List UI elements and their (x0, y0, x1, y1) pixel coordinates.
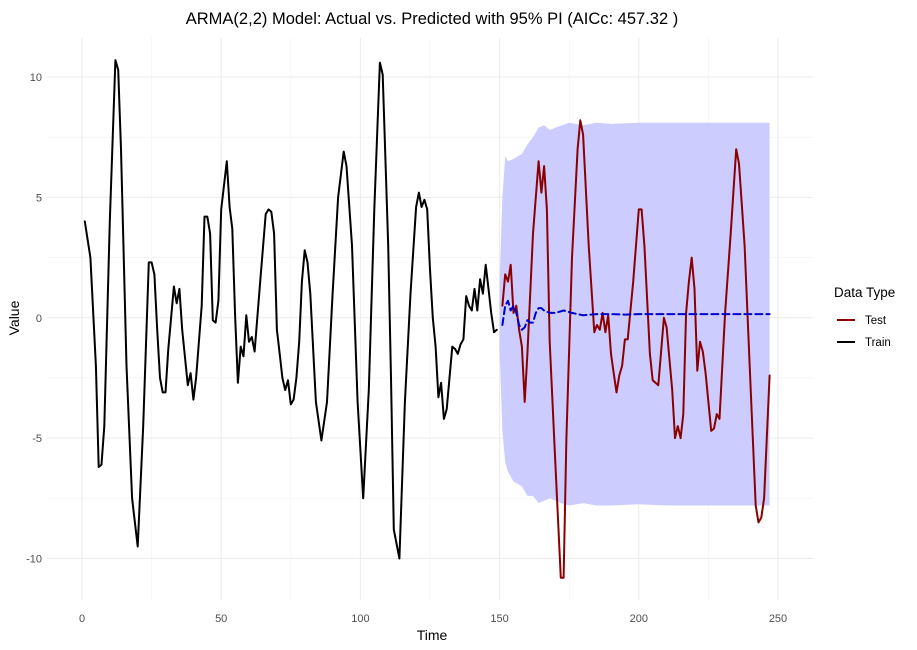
legend-title: Data Type (834, 285, 895, 300)
y-tick-label: -5 (32, 433, 42, 445)
x-tick-label: 150 (490, 613, 508, 625)
y-axis-title: Value (6, 300, 22, 335)
x-tick-label: 250 (769, 613, 787, 625)
series-line-test (501, 119, 771, 579)
series-line-predicted (501, 299, 771, 331)
legend-label-test: Test (865, 315, 887, 327)
x-tick-label: 200 (630, 613, 648, 625)
legend-label-train: Train (865, 337, 891, 349)
x-tick-label: 0 (79, 613, 85, 625)
y-tick-label: 10 (30, 72, 42, 84)
chart-title: ARMA(2,2) Model: Actual vs. Predicted wi… (186, 10, 678, 28)
y-tick-label: 0 (36, 313, 42, 325)
y-tick-label: -10 (26, 554, 42, 566)
series-lines (83, 59, 771, 579)
series-line-train (83, 59, 498, 560)
x-tick-labels: 0 50 100 150 200 250 (79, 613, 787, 625)
legend: Data Type Test Train (834, 285, 895, 349)
x-tick-label: 100 (351, 613, 369, 625)
x-tick-label: 50 (215, 613, 227, 625)
y-tick-label: 5 (36, 192, 42, 204)
x-axis-title: Time (417, 627, 448, 643)
y-tick-labels: -10 -5 0 5 10 (26, 72, 42, 566)
